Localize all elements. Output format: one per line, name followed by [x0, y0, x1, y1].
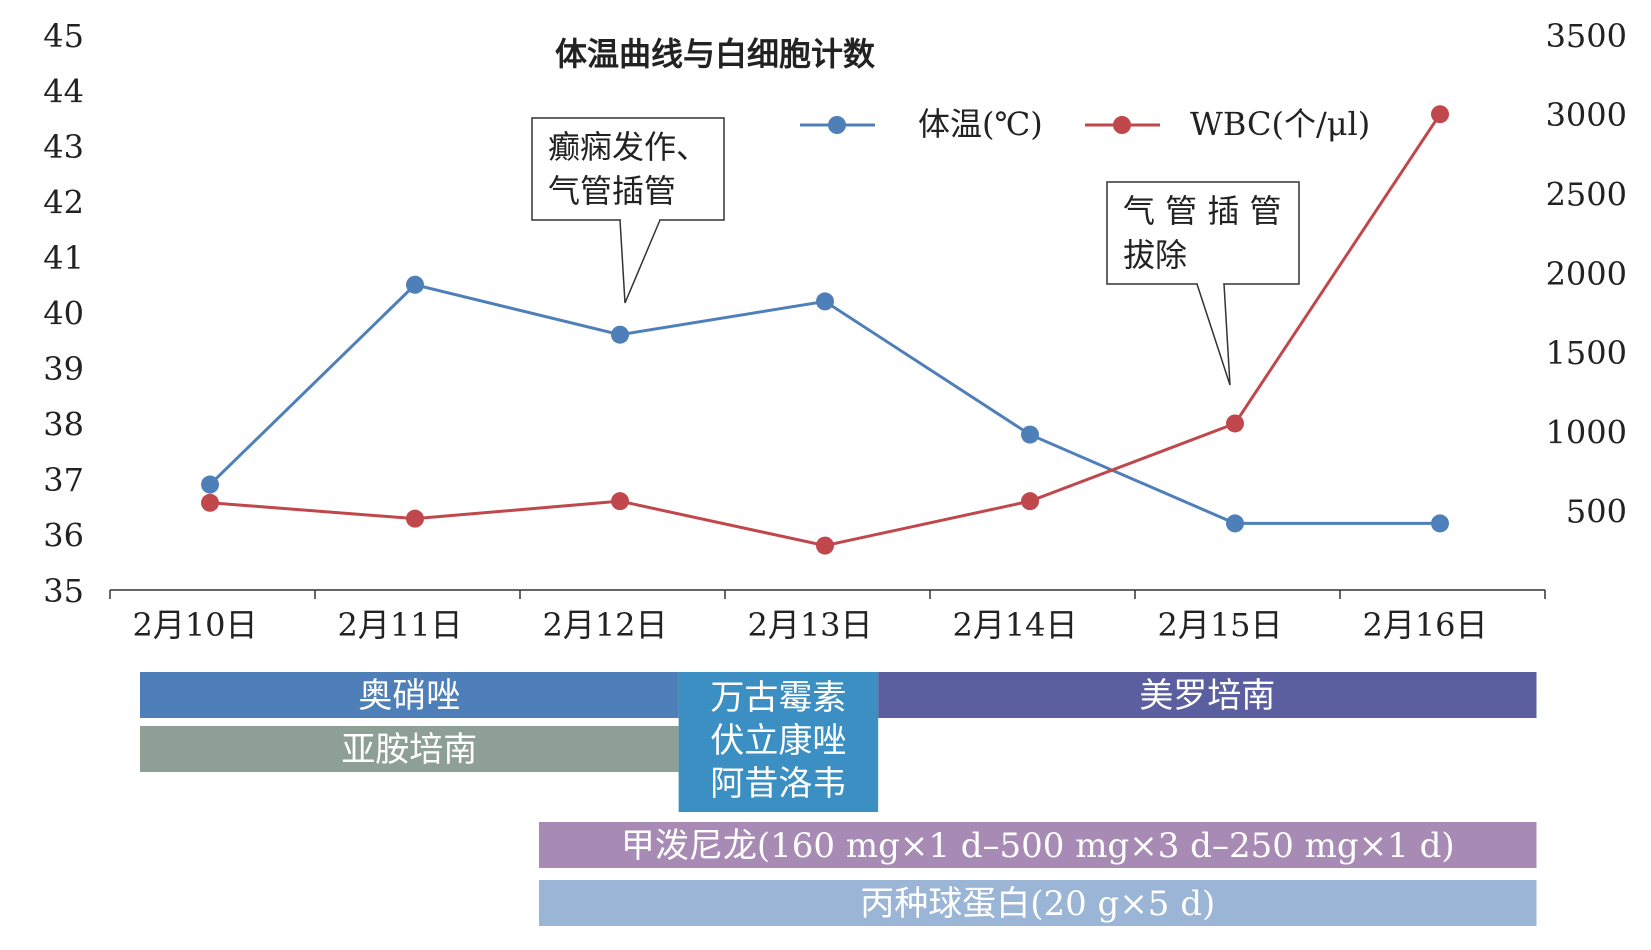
series-line-1 [208, 283, 1440, 525]
data-point-series-2 [1226, 414, 1244, 433]
data-point-series-2 [406, 509, 424, 528]
y-left-tick-label: 35 [43, 572, 84, 610]
data-point-series-1 [611, 325, 629, 344]
y-left-tick-label: 41 [43, 239, 84, 277]
legend-marker [828, 116, 846, 134]
y-left-tick-label: 43 [43, 128, 84, 166]
callout-pointer [619, 219, 661, 304]
y-left-tick-label: 45 [43, 17, 84, 55]
drug-bar-label: 伏立康唑 [710, 721, 846, 761]
y-left-tick-label: 44 [43, 73, 84, 111]
drug-bar-label: 阿昔洛韦 [710, 764, 846, 804]
series-layer [201, 105, 1449, 555]
data-point-series-2 [611, 492, 629, 511]
x-tick-label: 2月15日 [1157, 606, 1282, 644]
x-tick-label: 2月11日 [337, 606, 462, 644]
drug-bar-label: 甲泼尼龙(160 mg×1 d–500 mg×3 d–250 mg×1 d) [621, 826, 1455, 866]
callout-text: 气 管 插 管 [1123, 192, 1282, 230]
data-point-series-1 [1226, 514, 1244, 533]
drug-bar [678, 672, 879, 812]
data-point-series-1 [816, 292, 834, 311]
data-point-series-1 [1431, 514, 1449, 533]
y-right-tick-label: 3000 [1546, 96, 1627, 134]
y-right-tick-label: 2000 [1546, 255, 1627, 293]
chart-title: 体温曲线与白细胞计数 [555, 35, 876, 73]
series-line-2 [209, 113, 1442, 548]
drug-bar-label: 万古霉素 [710, 678, 846, 718]
legend: 体温(℃) WBC(个/μl) [800, 105, 1370, 143]
legend-label: 体温(℃) [918, 105, 1043, 143]
callout-box [1106, 181, 1300, 285]
y-right-tick-label: 1500 [1546, 334, 1627, 372]
y-left-tick-label: 42 [43, 184, 84, 222]
drug-bar [878, 672, 1537, 718]
y-left-tick-label: 38 [43, 406, 84, 444]
axes: 2月10日 2月11日 2月12日 2月13日 2月14日 2月15日 2月16日 35 36 3… [43, 17, 1627, 644]
legend-marker [1113, 116, 1131, 134]
drug-bar [140, 672, 679, 718]
drug-bar-label: 奥硝唑 [358, 676, 460, 716]
legend-label: WBC(个/μl) [1190, 105, 1370, 143]
x-tick-label: 2月10日 [132, 606, 257, 644]
data-point-series-2 [1021, 492, 1039, 511]
callout-box [531, 117, 725, 221]
drug-bar [539, 822, 1537, 868]
callout-pointer [1196, 283, 1231, 386]
x-tick-label: 2月14日 [952, 606, 1077, 644]
drug-bar [140, 726, 679, 772]
data-point-series-1 [201, 475, 219, 494]
y-left-tick-label: 40 [43, 295, 84, 333]
drug-bar [539, 880, 1537, 926]
y-left-tick-label: 36 [43, 517, 84, 555]
data-point-series-1 [406, 275, 424, 294]
data-point-series-2 [1431, 105, 1449, 124]
y-right-tick-label: 500 [1566, 493, 1627, 531]
data-point-series-2 [201, 493, 219, 512]
drug-bar-label: 美罗培南 [1139, 676, 1275, 716]
y-right-tick-label: 1000 [1546, 413, 1627, 451]
drug-bar-label: 亚胺培南 [341, 730, 477, 770]
data-point-series-1 [1021, 425, 1039, 444]
callout-text: 癫痫发作、 [548, 128, 708, 166]
y-right-tick-label: 2500 [1546, 176, 1627, 214]
y-left-tick-label: 37 [43, 461, 84, 499]
callout-text: 拔除 [1123, 236, 1187, 274]
drug-bar-label: 丙种球蛋白(20 g×5 d) [860, 884, 1215, 924]
data-point-series-2 [816, 536, 834, 555]
y-right-tick-label: 3500 [1546, 17, 1627, 55]
x-tick-label: 2月12日 [542, 606, 667, 644]
y-left-tick-label: 39 [43, 350, 84, 388]
x-tick-label: 2月16日 [1362, 606, 1487, 644]
x-tick-label: 2月13日 [747, 606, 872, 644]
callout-text: 气管插管 [548, 172, 676, 210]
